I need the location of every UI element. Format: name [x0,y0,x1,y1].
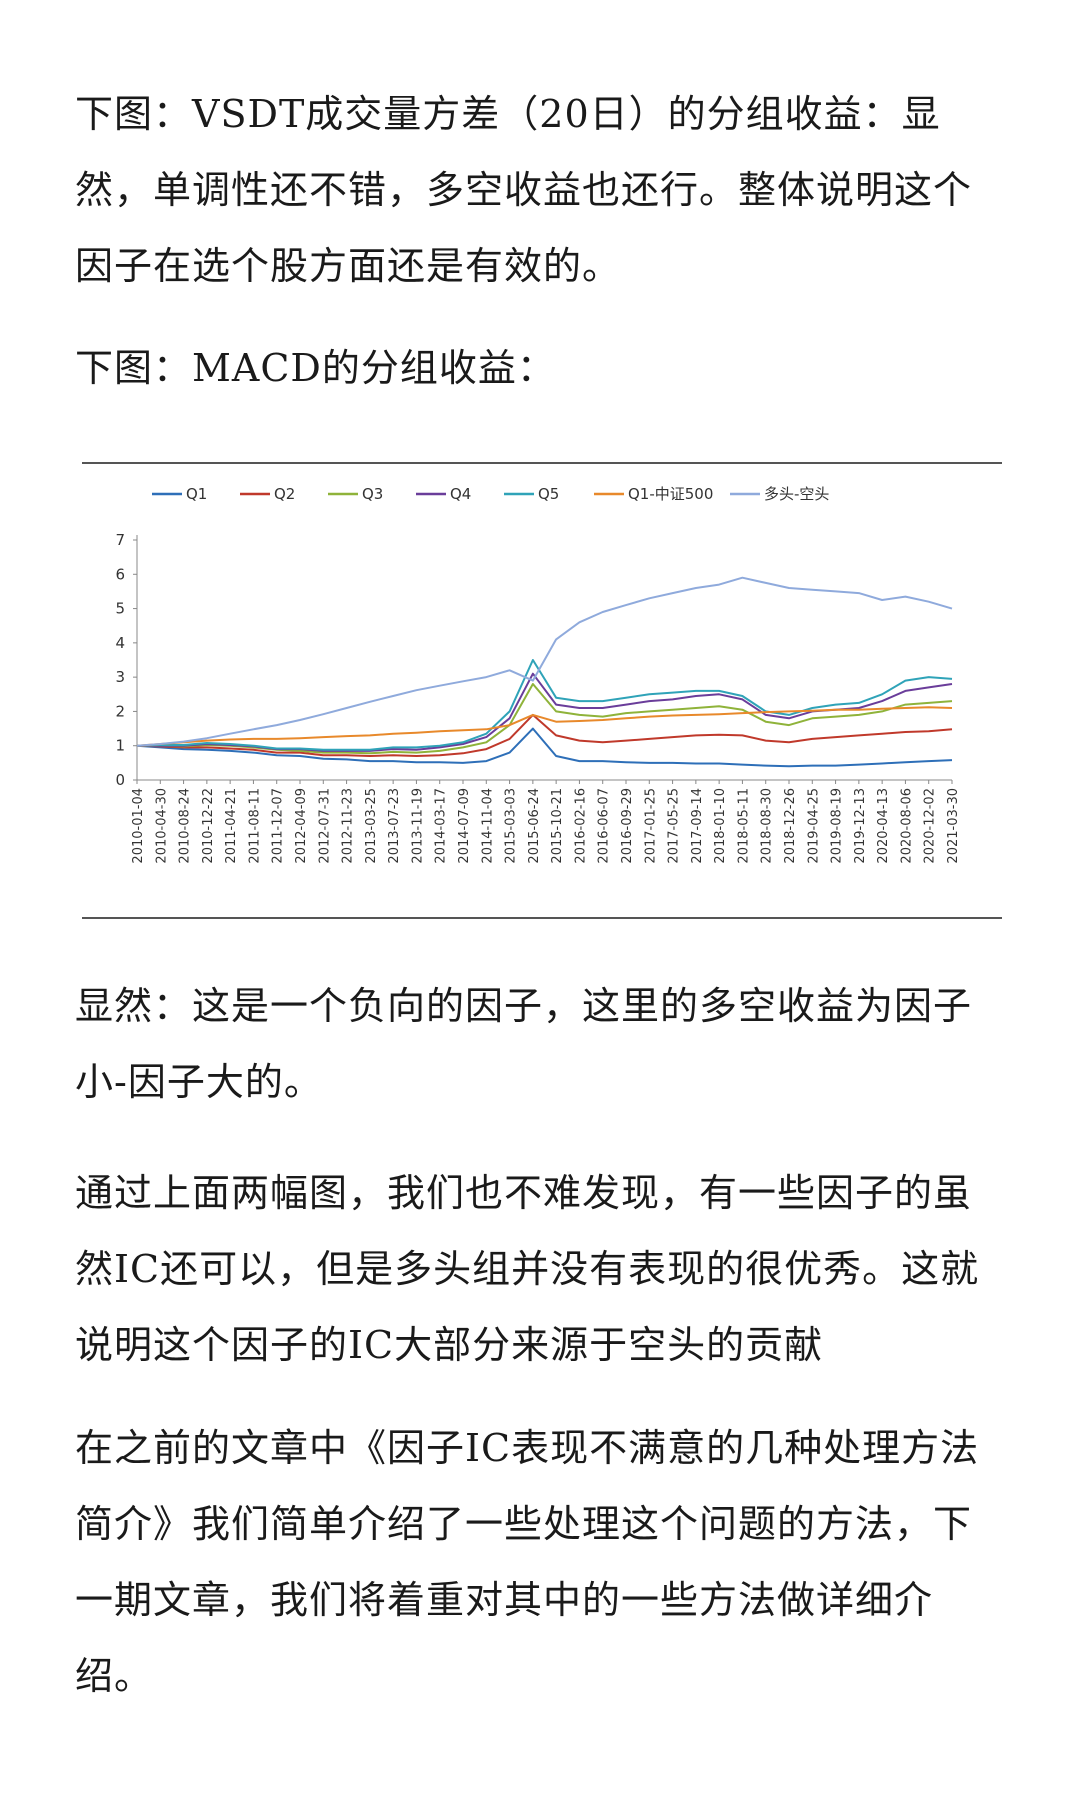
legend-label-3: Q3 [362,485,383,503]
x-tick-label: 2014-11-04 [480,788,495,864]
x-tick-label: 2013-03-25 [364,788,379,864]
paragraph-negative-factor: 显然：这是一个负向的因子，这里的多空收益为因子小-因子大的。 [75,984,973,1104]
legend-label-4: Q4 [450,485,471,503]
x-tick-label: 2015-06-24 [527,788,542,864]
series-line-5 [136,659,953,751]
figure-top-rule [82,462,1002,464]
x-tick-label: 2019-04-25 [806,788,821,864]
x-tick-label: 2017-01-25 [643,788,658,864]
x-tick-label: 2014-07-09 [457,788,472,864]
paragraph-vsdt-description: 下图：VSDT成交量方差（20日）的分组收益：显然，单调性还不错，多空收益也还行… [75,92,973,288]
paragraph-previous-article: 在之前的文章中《因子IC表现不满意的几种处理方法简介》我们简单介绍了一些处理这个… [75,1426,980,1698]
macd-group-return-chart: 0 1 2 3 4 5 6 7 2010-01-04 2010-04-30 2010-08-24 20… [82,462,1002,920]
x-tick-label: 2011-12-07 [271,788,286,864]
x-tick-label: 2012-07-31 [317,788,332,864]
x-tick-label: 2017-05-25 [667,788,682,864]
x-tick-label: 2010-08-24 [178,788,193,864]
y-tick-label: 3 [115,668,125,686]
x-tick-label: 2019-12-13 [853,788,868,864]
series-line-7 [136,576,953,747]
x-tick-label: 2012-11-23 [341,788,356,864]
legend-label-7: 多头-空头 [764,485,829,503]
chart-svg: 0 1 2 3 4 5 6 7 2010-01-04 2010-04-30 2010-08-24 20… [115,485,961,864]
x-tick-label: 2013-07-23 [387,788,402,864]
x-tick-label: 2010-12-22 [201,788,216,864]
x-tick-label: 2010-01-04 [131,788,146,864]
x-tick-label: 2016-02-16 [573,788,588,864]
x-tick-label: 2011-08-11 [247,788,262,864]
x-tick-label: 2012-04-09 [294,788,309,864]
legend-label-2: Q2 [274,485,295,503]
x-tick-label: 2011-04-21 [224,788,239,864]
y-tick-label: 5 [115,600,125,618]
y-tick-label: 1 [115,737,125,755]
y-tick-label: 2 [115,702,125,720]
series-line-2 [136,713,953,757]
y-tick-label: 0 [115,771,125,789]
x-tick-label: 2018-01-10 [713,788,728,864]
x-tick-label: 2021-03-30 [946,788,961,864]
x-tick-label: 2013-11-19 [410,788,425,864]
x-tick-label: 2010-04-30 [154,788,169,864]
figure-bottom-rule [82,917,1002,919]
x-tick-label: 2019-08-19 [830,788,845,864]
x-tick-label: 2018-12-26 [783,788,798,864]
y-tick-label: 4 [115,634,125,652]
x-tick-label: 2015-10-21 [550,788,565,864]
x-tick-label: 2020-08-06 [899,788,914,864]
y-tick-label: 6 [115,565,125,583]
legend-label-6: Q1-中证500 [628,485,713,503]
legend-label-5: Q5 [538,485,559,503]
x-tick-label: 2018-05-11 [736,788,751,864]
paragraph-macd-caption: 下图：MACD的分组收益： [75,346,556,390]
x-tick-label: 2018-08-30 [760,788,775,864]
y-tick-label: 7 [115,531,125,549]
x-tick-label: 2014-03-17 [434,788,449,864]
x-tick-label: 2015-03-03 [504,788,519,864]
paragraph-ic-observation: 通过上面两幅图，我们也不难发现，有一些因子的虽然IC还可以，但是多头组并没有表现… [75,1171,980,1367]
legend-label-1: Q1 [186,485,207,503]
x-tick-label: 2020-04-13 [876,788,891,864]
series-line-1 [136,727,953,768]
x-tick-label: 2017-09-14 [690,788,705,864]
x-tick-label: 2020-12-02 [923,788,938,864]
series-line-6 [136,706,953,747]
x-tick-label: 2016-06-07 [597,788,612,864]
x-tick-label: 2016-09-29 [620,788,635,864]
